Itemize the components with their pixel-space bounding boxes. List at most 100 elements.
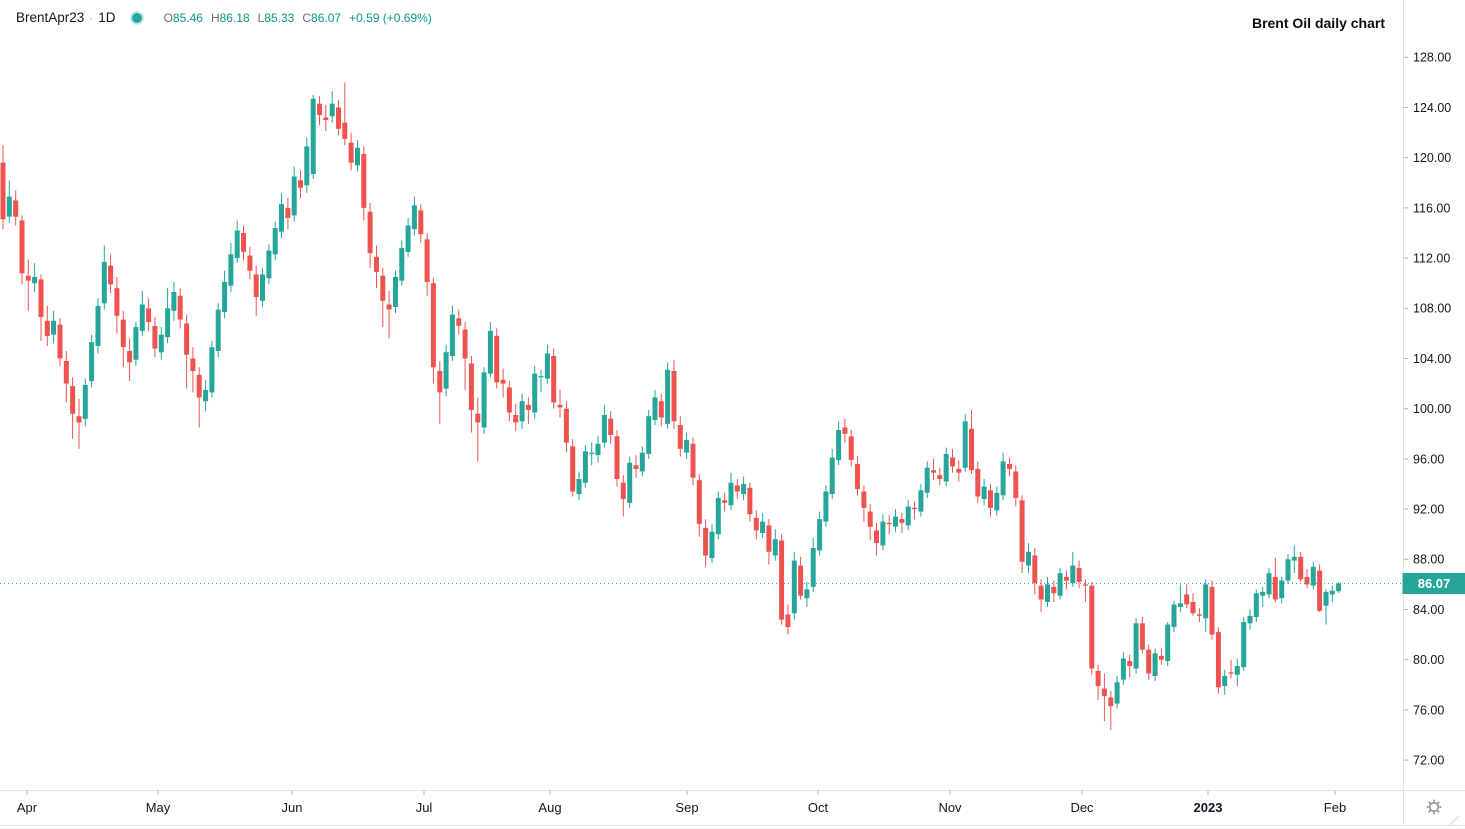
candle: [367, 202, 373, 269]
candle: [1215, 627, 1221, 694]
candle: [836, 421, 842, 466]
candle: [1253, 589, 1259, 622]
price-axis-label: 92.00: [1413, 503, 1444, 517]
time-axis-label: Sep: [675, 800, 698, 815]
candle: [513, 403, 519, 432]
candle: [285, 197, 291, 230]
candle: [937, 467, 943, 486]
candle: [779, 534, 785, 625]
candle: [627, 456, 633, 508]
candle: [139, 290, 145, 336]
candle: [215, 303, 221, 358]
candle: [506, 381, 512, 422]
price-axis-label: 112.00: [1413, 252, 1450, 266]
candle: [481, 367, 487, 434]
candle: [1076, 560, 1082, 589]
candle: [703, 519, 709, 567]
candle: [1013, 465, 1019, 507]
candle: [247, 246, 253, 280]
candle: [209, 340, 215, 398]
candle: [601, 404, 607, 448]
candle: [0, 145, 6, 230]
candle: [880, 514, 886, 551]
candle: [323, 105, 329, 132]
candle: [95, 298, 101, 354]
price-axis-label: 104.00: [1413, 352, 1451, 366]
candle: [298, 170, 303, 198]
candle: [969, 410, 974, 474]
candle: [1298, 551, 1304, 582]
open-value: 85.46: [172, 10, 203, 25]
candle: [1108, 691, 1114, 730]
candle: [1241, 617, 1247, 671]
price-axis-label: 108.00: [1413, 302, 1451, 316]
candle: [905, 500, 911, 531]
candle: [411, 196, 417, 236]
high-value: 86.18: [219, 10, 250, 25]
candle: [222, 270, 228, 319]
svg-text:86.07: 86.07: [1418, 576, 1451, 591]
price-axis-label: 88.00: [1413, 553, 1444, 567]
candle: [1032, 548, 1038, 595]
interval-label[interactable]: 1D: [98, 10, 116, 25]
candle: [329, 91, 335, 123]
candle: [753, 510, 759, 540]
candle: [1114, 676, 1120, 709]
candle: [1209, 580, 1215, 640]
candle: [646, 410, 652, 459]
candle: [665, 362, 671, 429]
time-axis-label: 2023: [1194, 800, 1223, 815]
candle: [677, 416, 683, 457]
candle: [620, 475, 626, 517]
candle: [855, 456, 860, 496]
high-label: H: [210, 10, 220, 25]
candle: [405, 217, 411, 257]
candle: [1095, 664, 1101, 700]
time-axis-label: Jun: [282, 800, 303, 815]
candle: [25, 259, 31, 311]
price-axis[interactable]: [1404, 0, 1465, 791]
candle: [158, 327, 164, 360]
candle: [1184, 584, 1190, 609]
candle: [253, 265, 259, 316]
candle: [57, 318, 63, 366]
candle: [500, 368, 506, 398]
candle: [690, 437, 696, 486]
candle: [418, 204, 424, 243]
candle: [867, 504, 873, 541]
candle: [1045, 576, 1050, 607]
candle: [1336, 582, 1342, 593]
candle: [487, 322, 493, 378]
candle: [544, 344, 550, 384]
candle: [437, 361, 443, 424]
candle: [462, 322, 468, 390]
candle: [120, 310, 126, 368]
price-axis-label: 124.00: [1413, 101, 1451, 115]
candle: [874, 522, 879, 556]
candle: [589, 442, 595, 466]
candle: [734, 479, 740, 500]
chart-pane[interactable]: [0, 0, 1404, 791]
candle: [747, 482, 753, 522]
candle: [918, 484, 924, 517]
candle: [1146, 644, 1152, 680]
time-axis-label: Oct: [808, 800, 829, 815]
resize-handle[interactable]: [1448, 815, 1460, 827]
candle: [538, 369, 544, 393]
close-value: 86.07: [311, 10, 342, 25]
legend-separator: ·: [89, 10, 94, 25]
candle: [722, 492, 728, 512]
candle: [1158, 648, 1164, 665]
candle: [348, 132, 354, 171]
candle: [1000, 452, 1006, 501]
candle: [614, 430, 620, 487]
low-label: L: [257, 10, 265, 25]
candle: [557, 389, 563, 418]
candle: [741, 476, 747, 501]
candle: [886, 515, 892, 535]
candle: [1310, 561, 1316, 590]
symbol-name[interactable]: BrentApr23: [16, 10, 85, 25]
candle: [1203, 579, 1209, 633]
settings-gear-icon[interactable]: [1426, 799, 1442, 815]
